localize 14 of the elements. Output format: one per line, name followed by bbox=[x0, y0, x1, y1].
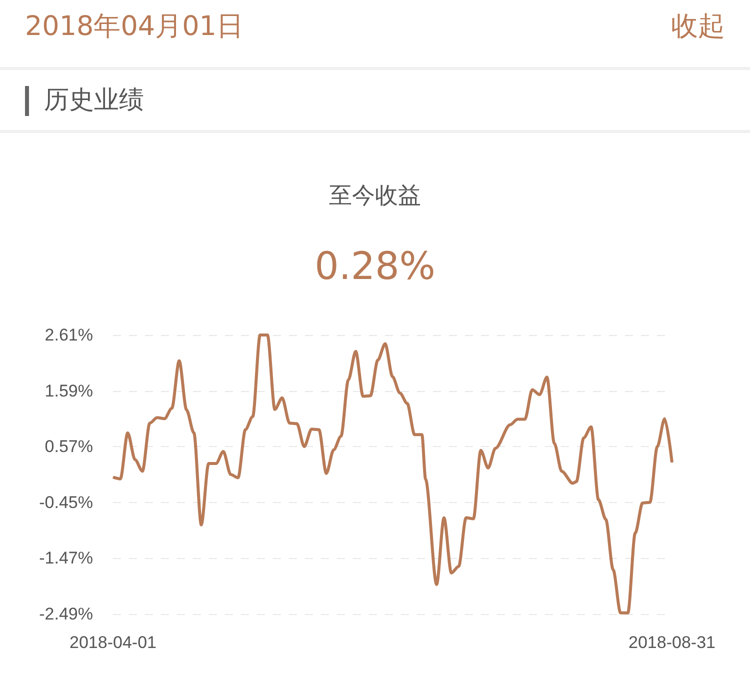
y-tick-label: 2.61% bbox=[44, 326, 93, 344]
chart-title: 至今收益 bbox=[328, 182, 422, 211]
y-tick-label: -0.45% bbox=[39, 492, 93, 512]
text: 历史业绩 bbox=[44, 84, 144, 116]
chart-subtitle: 0.28% bbox=[314, 244, 436, 288]
line-series bbox=[112, 334, 674, 614]
y-tick-label: -2.49% bbox=[39, 604, 93, 624]
y-tick-label: -1.47% bbox=[39, 548, 93, 568]
x-tick-label: 2018-08-31 bbox=[628, 633, 716, 652]
text: 2018年04月01日 bbox=[25, 10, 244, 44]
y-tick-label: 1.59% bbox=[44, 381, 93, 400]
x-tick-label: 2018-04-01 bbox=[70, 633, 156, 652]
text: 收起 bbox=[671, 10, 725, 44]
y-tick-label: 0.57% bbox=[44, 437, 93, 456]
